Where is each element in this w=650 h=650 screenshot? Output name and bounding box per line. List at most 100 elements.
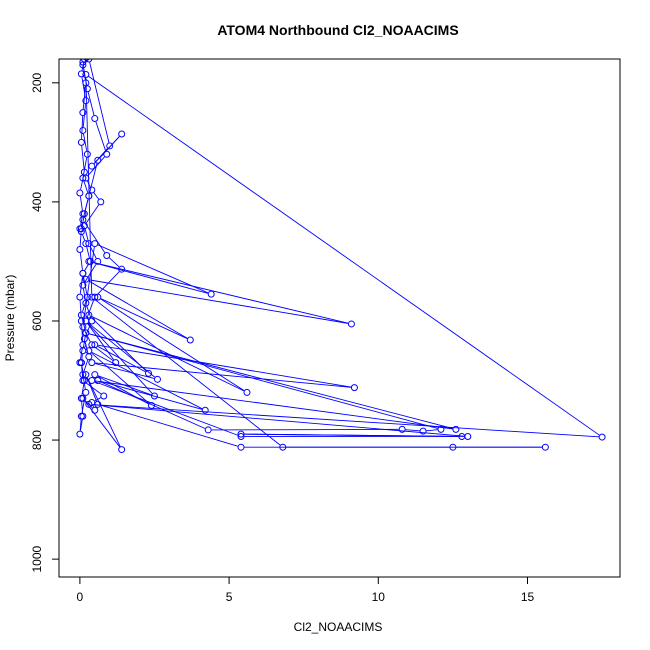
data-point xyxy=(94,156,102,164)
data-point xyxy=(76,225,84,233)
data-point xyxy=(79,347,87,355)
data-point xyxy=(118,265,126,273)
series-segment xyxy=(92,404,599,438)
series-segment xyxy=(83,359,89,372)
series-segment xyxy=(84,264,89,271)
series-segment xyxy=(89,279,349,324)
data-point xyxy=(82,97,90,105)
series-segment xyxy=(95,363,155,379)
data-point xyxy=(88,186,96,194)
data-point xyxy=(79,323,87,331)
series-segment xyxy=(89,163,98,193)
data-point xyxy=(125,20,131,26)
series-segment xyxy=(98,344,352,388)
data-point xyxy=(88,341,96,349)
series-segment xyxy=(79,276,83,294)
series-segment xyxy=(85,204,100,224)
y-tick-label: 200 xyxy=(30,72,44,92)
series-segment xyxy=(83,181,89,193)
data-point xyxy=(79,281,87,289)
series-segment xyxy=(100,298,188,339)
data-point xyxy=(88,359,96,367)
data-point xyxy=(79,394,87,402)
series-segment xyxy=(82,234,86,241)
data-point xyxy=(76,430,84,438)
series-segment xyxy=(94,298,281,446)
series-segment xyxy=(83,199,89,217)
data-point xyxy=(85,59,93,63)
series-segment xyxy=(97,244,209,294)
data-point xyxy=(85,192,93,200)
y-axis-label: Pressure (mbar) xyxy=(3,275,17,362)
data-point xyxy=(83,150,91,158)
y-tick-label: 600 xyxy=(30,311,44,331)
series-segment xyxy=(95,380,453,430)
series-segment xyxy=(87,323,153,394)
series-segment xyxy=(93,192,100,200)
data-point xyxy=(91,240,99,248)
series-segment xyxy=(81,62,85,71)
data-point xyxy=(85,257,93,265)
data-point xyxy=(79,341,87,349)
data-point xyxy=(145,369,153,377)
series-segment xyxy=(83,39,84,59)
data-point xyxy=(201,406,209,414)
data-point xyxy=(91,115,99,123)
data-point xyxy=(347,320,355,328)
data-series xyxy=(76,20,606,454)
series-segment xyxy=(92,261,349,324)
data-point xyxy=(419,427,427,435)
data-point xyxy=(94,257,102,265)
data-point xyxy=(79,126,87,134)
data-point xyxy=(237,432,245,440)
data-point xyxy=(204,426,212,434)
series-segment xyxy=(97,346,146,373)
series-segment xyxy=(84,222,106,253)
series-segment xyxy=(244,433,465,437)
y-tick-label: 800 xyxy=(30,430,44,450)
series-segment xyxy=(91,351,203,410)
series-segment xyxy=(100,298,245,391)
data-point xyxy=(85,347,93,355)
series-segment xyxy=(88,76,600,436)
series-segment xyxy=(95,121,107,152)
data-point xyxy=(76,189,84,197)
data-point xyxy=(449,443,457,451)
series-segment xyxy=(101,404,238,447)
data-point xyxy=(186,336,194,344)
data-point xyxy=(207,290,215,298)
data-point xyxy=(106,142,114,150)
data-point xyxy=(112,359,120,367)
series-segment xyxy=(211,428,399,431)
data-point xyxy=(97,198,105,206)
y-tick-label: 400 xyxy=(30,192,44,212)
data-point xyxy=(150,392,158,400)
data-point xyxy=(85,311,93,319)
series-segment xyxy=(91,26,125,57)
x-tick-label: 10 xyxy=(372,590,386,604)
data-point xyxy=(598,433,606,441)
data-point xyxy=(80,168,88,176)
series-segment xyxy=(85,382,102,395)
series-segment xyxy=(83,27,84,56)
data-point xyxy=(153,375,161,383)
series-segment xyxy=(79,419,82,431)
data-point xyxy=(82,240,90,248)
y-axis: 200 400 600 800 1000 xyxy=(30,72,60,572)
series-segment xyxy=(86,246,90,259)
data-point xyxy=(82,70,90,78)
data-point xyxy=(452,425,460,433)
data-point xyxy=(88,377,96,385)
chart-title: ATOM4 Northbound Cl2_NOAACIMS xyxy=(217,22,458,38)
series-segment xyxy=(84,228,89,241)
series-segment xyxy=(89,333,438,429)
data-point xyxy=(77,412,85,420)
data-point xyxy=(79,59,87,66)
data-point xyxy=(82,79,90,87)
data-point xyxy=(243,388,251,396)
data-point xyxy=(464,432,472,440)
data-point xyxy=(80,20,86,26)
series-segment xyxy=(94,346,114,361)
series-segment xyxy=(83,157,88,175)
